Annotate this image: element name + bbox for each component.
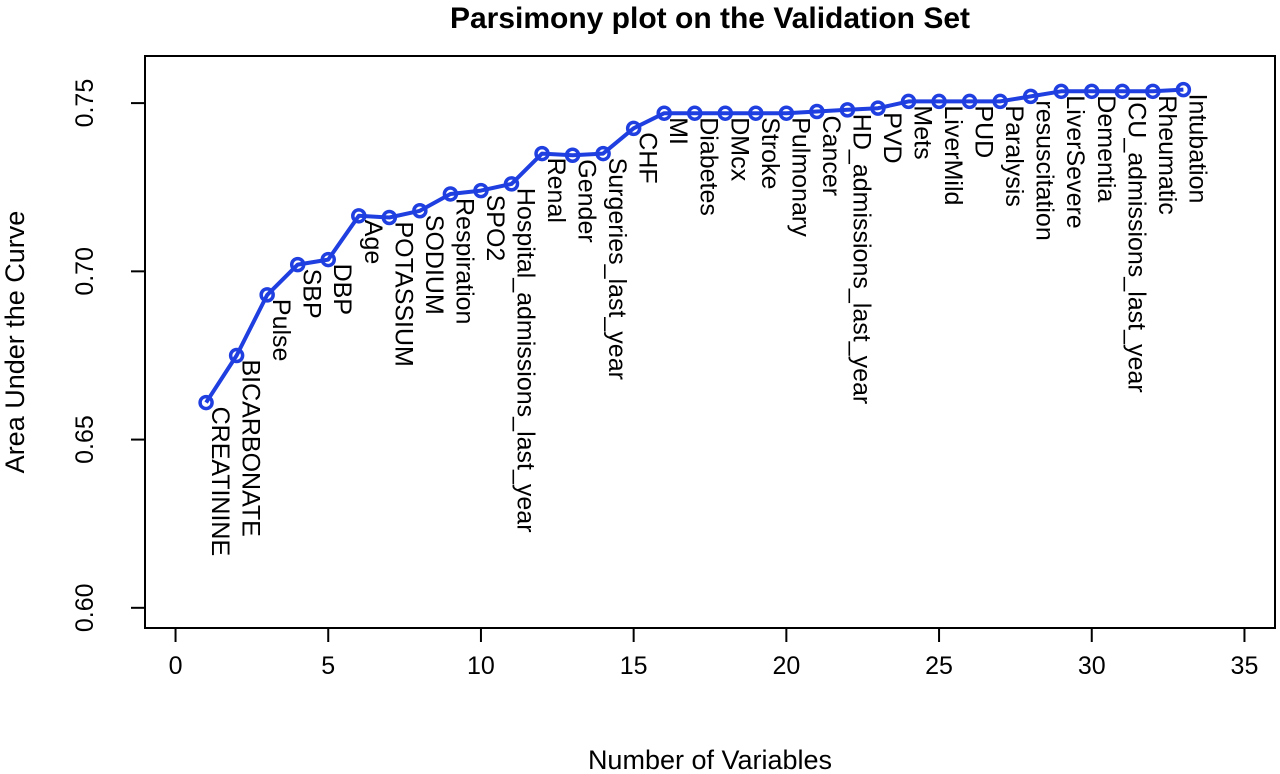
data-point [900, 93, 917, 110]
point-label: Respiration [450, 198, 478, 324]
point-label: BICARBONATE [237, 360, 265, 537]
data-point [656, 105, 672, 121]
data-point [259, 287, 275, 303]
point-label: Pulmonary [786, 117, 814, 237]
y-tick-label: 0.65 [71, 415, 99, 464]
point-label: SBP [298, 269, 326, 319]
point-label: Mets [909, 105, 937, 159]
x-axis: 0 5 10 15 20 25 30 35 [169, 628, 1259, 680]
point-label: CHF [634, 132, 662, 183]
point-label: DBP [328, 264, 356, 315]
y-tick-label: 0.70 [71, 247, 99, 296]
x-tick-label: 5 [321, 652, 335, 680]
x-tick-label: 30 [1078, 652, 1106, 680]
data-point [503, 176, 520, 192]
point-label: Rheumatic [1153, 95, 1181, 215]
data-point [686, 105, 703, 121]
x-tick-label: 0 [169, 652, 183, 680]
x-tick-label: 10 [467, 652, 495, 680]
point-label: Surgeries_last_year [603, 158, 631, 380]
data-point [778, 105, 795, 121]
plot-frame [144, 55, 1276, 629]
data-point [809, 103, 825, 120]
point-label: PUD [970, 105, 998, 158]
point-label: Paralysis [1000, 105, 1028, 206]
series-markers [198, 81, 1192, 411]
data-point [931, 93, 947, 110]
point-label: SPO2 [481, 195, 509, 262]
x-tick-label: 35 [1231, 652, 1259, 680]
data-point [289, 256, 306, 273]
data-point [381, 209, 398, 226]
point-label: MI [664, 117, 692, 145]
data-point [1022, 88, 1039, 105]
data-point [534, 145, 550, 162]
data-point [625, 120, 642, 137]
point-label: resuscitation [1031, 100, 1059, 240]
y-tick-label: 0.75 [71, 79, 99, 128]
data-point [1114, 83, 1131, 100]
point-label: Diabetes [695, 117, 723, 216]
data-point [717, 105, 734, 121]
y-axis: 0.60 0.65 0.70 0.75 [71, 79, 145, 632]
point-label: CREATININE [206, 407, 234, 557]
point-label: LiverMild [939, 105, 967, 205]
data-point [839, 102, 856, 118]
point-label: Stroke [756, 117, 784, 189]
x-tick-label: 15 [620, 652, 648, 680]
y-axis-label: Area Under the Curve [0, 211, 30, 474]
point-label: DMcx [725, 117, 753, 181]
point-label: HD_admissions_last_year [847, 114, 875, 404]
data-point [1175, 81, 1192, 98]
data-point [320, 251, 336, 268]
data-point [595, 145, 611, 162]
data-point [1084, 83, 1100, 100]
point-label: Age [359, 220, 387, 264]
y-tick-label: 0.60 [71, 583, 99, 632]
series-line [204, 87, 1184, 404]
point-label: LiverSevere [1061, 95, 1089, 228]
data-point [1053, 83, 1069, 100]
point-label: SODIUM [420, 215, 448, 315]
data-point [992, 93, 1008, 110]
data-point [412, 203, 428, 219]
x-axis-label: Number of Variables [588, 745, 832, 774]
x-tick-label: 20 [772, 652, 800, 680]
data-point [228, 347, 245, 364]
point-label: Pulse [267, 299, 295, 362]
data-point [564, 147, 581, 164]
data-point [870, 100, 886, 116]
x-tick-label: 25 [925, 652, 953, 680]
chart-title: Parsimony plot on the Validation Set [450, 2, 970, 35]
data-point [351, 208, 367, 224]
data-point [748, 105, 764, 121]
point-label: Dementia [1092, 95, 1120, 202]
point-label: ICU_admissions_last_year [1122, 95, 1150, 392]
data-point [1145, 83, 1161, 100]
data-point [961, 93, 978, 110]
point-label: Renal [542, 158, 570, 223]
point-label: Cancer [817, 116, 845, 197]
point-label: Hospital_admissions_last_year [512, 188, 540, 533]
data-point [198, 394, 214, 411]
data-point [442, 186, 459, 202]
point-label: PVD [878, 112, 906, 163]
data-point [473, 182, 489, 199]
point-label: Intubation [1183, 94, 1211, 204]
point-label: Gender [573, 159, 601, 242]
point-label: POTASSIUM [389, 222, 417, 367]
